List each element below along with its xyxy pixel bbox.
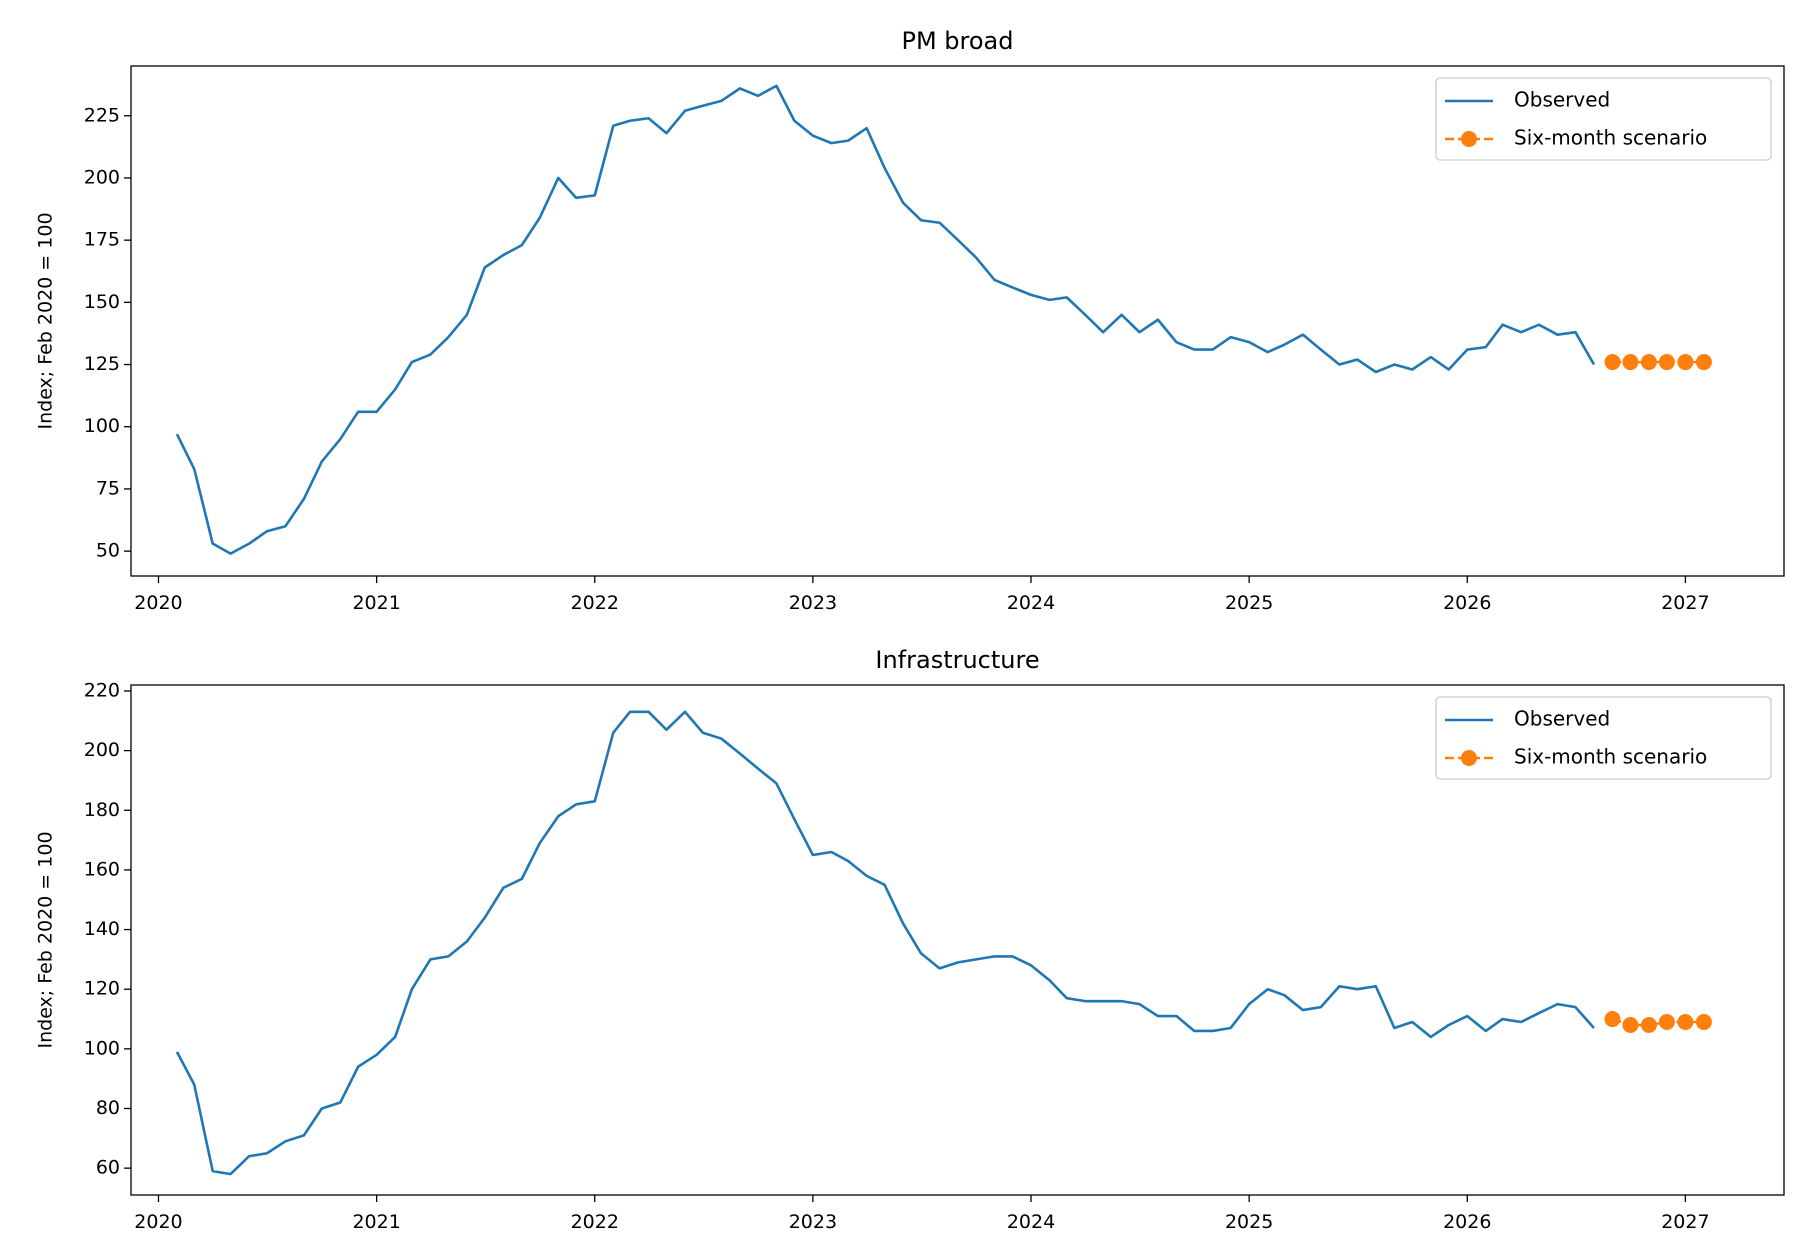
legend: Observed Six-month scenario bbox=[1435, 696, 1772, 780]
scenario-point bbox=[1677, 354, 1694, 371]
series-line-observed bbox=[175, 84, 1596, 555]
legend-label: Six-month scenario bbox=[1514, 126, 1707, 150]
y-tick-label: 60 bbox=[96, 1157, 120, 1179]
scenario-point bbox=[1677, 1014, 1694, 1031]
x-tick-label: 2022 bbox=[571, 592, 619, 614]
x-tick-label: 2025 bbox=[1225, 592, 1273, 614]
y-tick-label: 160 bbox=[84, 858, 120, 880]
plot-frame bbox=[130, 684, 1785, 1196]
chart-title: Infrastructure bbox=[875, 646, 1039, 674]
y-tick-label: 100 bbox=[84, 415, 120, 437]
x-tick-label: 2021 bbox=[352, 1211, 400, 1233]
legend-box bbox=[1435, 77, 1772, 161]
x-tick-label: 2027 bbox=[1661, 1211, 1709, 1233]
y-tick-label: 80 bbox=[96, 1097, 120, 1119]
chart-title: PM broad bbox=[901, 27, 1013, 55]
x-tick-label: 2023 bbox=[789, 592, 837, 614]
y-tick-label: 75 bbox=[96, 477, 120, 499]
legend-swatch-marker bbox=[1461, 750, 1477, 766]
y-tick-label: 200 bbox=[84, 739, 120, 761]
scenario-point bbox=[1640, 1017, 1657, 1033]
scenario-point bbox=[1695, 354, 1712, 371]
scenario-point bbox=[1622, 1017, 1639, 1033]
y-tick-label: 175 bbox=[84, 229, 120, 251]
legend: Observed Six-month scenario bbox=[1435, 77, 1772, 161]
x-tick-label: 2021 bbox=[352, 592, 400, 614]
legend-box bbox=[1435, 696, 1772, 780]
scenario-point bbox=[1622, 354, 1639, 371]
scenario-point bbox=[1658, 1014, 1675, 1031]
series-line-observed bbox=[175, 710, 1595, 1176]
x-tick-label: 2026 bbox=[1443, 592, 1491, 614]
scenario-point bbox=[1604, 1011, 1621, 1028]
y-tick-label: 220 bbox=[84, 679, 120, 701]
y-axis-label: Index; Feb 2020 = 100 bbox=[35, 831, 57, 1048]
x-tick-label: 2020 bbox=[134, 592, 182, 614]
scenario-point bbox=[1658, 354, 1675, 371]
x-tick-label: 2020 bbox=[134, 1211, 182, 1233]
y-tick-label: 140 bbox=[84, 918, 120, 940]
x-tick-label: 2026 bbox=[1443, 1211, 1491, 1233]
y-tick-label: 180 bbox=[84, 799, 120, 821]
y-tick-label: 200 bbox=[84, 166, 120, 188]
scenario-point bbox=[1640, 354, 1657, 371]
y-tick-label: 225 bbox=[84, 104, 120, 126]
plot-frame bbox=[130, 65, 1785, 577]
y-tick-label: 100 bbox=[84, 1037, 120, 1059]
y-tick-label: 150 bbox=[84, 291, 120, 313]
y-axis-label: Index; Feb 2020 = 100 bbox=[35, 212, 57, 429]
x-tick-label: 2022 bbox=[571, 1211, 619, 1233]
x-tick-label: 2027 bbox=[1661, 592, 1709, 614]
scenario-point bbox=[1695, 1014, 1712, 1031]
y-tick-label: 50 bbox=[96, 540, 120, 562]
legend-label: Observed bbox=[1514, 88, 1610, 112]
scenario-point bbox=[1604, 354, 1621, 371]
x-tick-label: 2023 bbox=[789, 1211, 837, 1233]
y-tick-label: 120 bbox=[84, 978, 120, 1000]
x-tick-label: 2024 bbox=[1007, 1211, 1055, 1233]
chart-panel-1: PM broad Index; Feb 2020 = 100 50 75 100 125 1… bbox=[35, 27, 1785, 614]
y-tick-label: 125 bbox=[84, 353, 120, 375]
legend-label: Six-month scenario bbox=[1514, 745, 1707, 769]
x-tick-label: 2024 bbox=[1007, 592, 1055, 614]
x-tick-label: 2025 bbox=[1225, 1211, 1273, 1233]
legend-label: Observed bbox=[1514, 707, 1610, 731]
legend-swatch-marker bbox=[1461, 131, 1477, 147]
chart-panel-2: Infrastructure Index; Feb 2020 = 100 60 80 1… bbox=[35, 646, 1785, 1233]
